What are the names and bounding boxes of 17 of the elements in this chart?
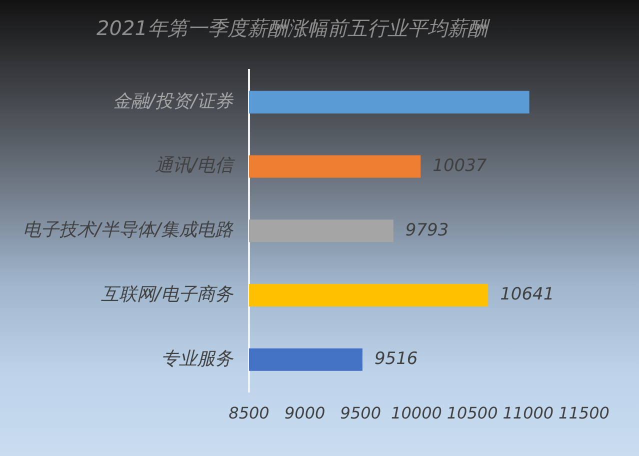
y-tick-label: 金融/投资/证券 [112, 90, 234, 112]
y-tick-label: 专业服务 [161, 348, 234, 370]
data-label: 9793 [405, 220, 449, 240]
y-tick-label: 通讯/电信 [154, 155, 236, 176]
y-tick-label: 电子技术/半导体/集成电路 [22, 220, 234, 241]
data-label: 9516 [374, 349, 418, 370]
data-label: 10037 [432, 156, 487, 176]
y-tick-label: 互联网/电子商务 [100, 284, 234, 305]
data-label: 10641 [500, 284, 554, 305]
x-tick-label: 11000 [502, 404, 554, 423]
x-tick-label: 9500 [340, 404, 382, 423]
x-tick-label: 10000 [391, 404, 442, 423]
x-tick-label: 10500 [446, 404, 498, 423]
x-tick-label: 8500 [228, 404, 270, 423]
chart-title: 2021年第一季度薪酬涨幅前五行业平均薪酬 [96, 16, 490, 40]
x-tick-label: 11500 [558, 404, 610, 423]
x-tick-label: 9000 [284, 404, 326, 423]
